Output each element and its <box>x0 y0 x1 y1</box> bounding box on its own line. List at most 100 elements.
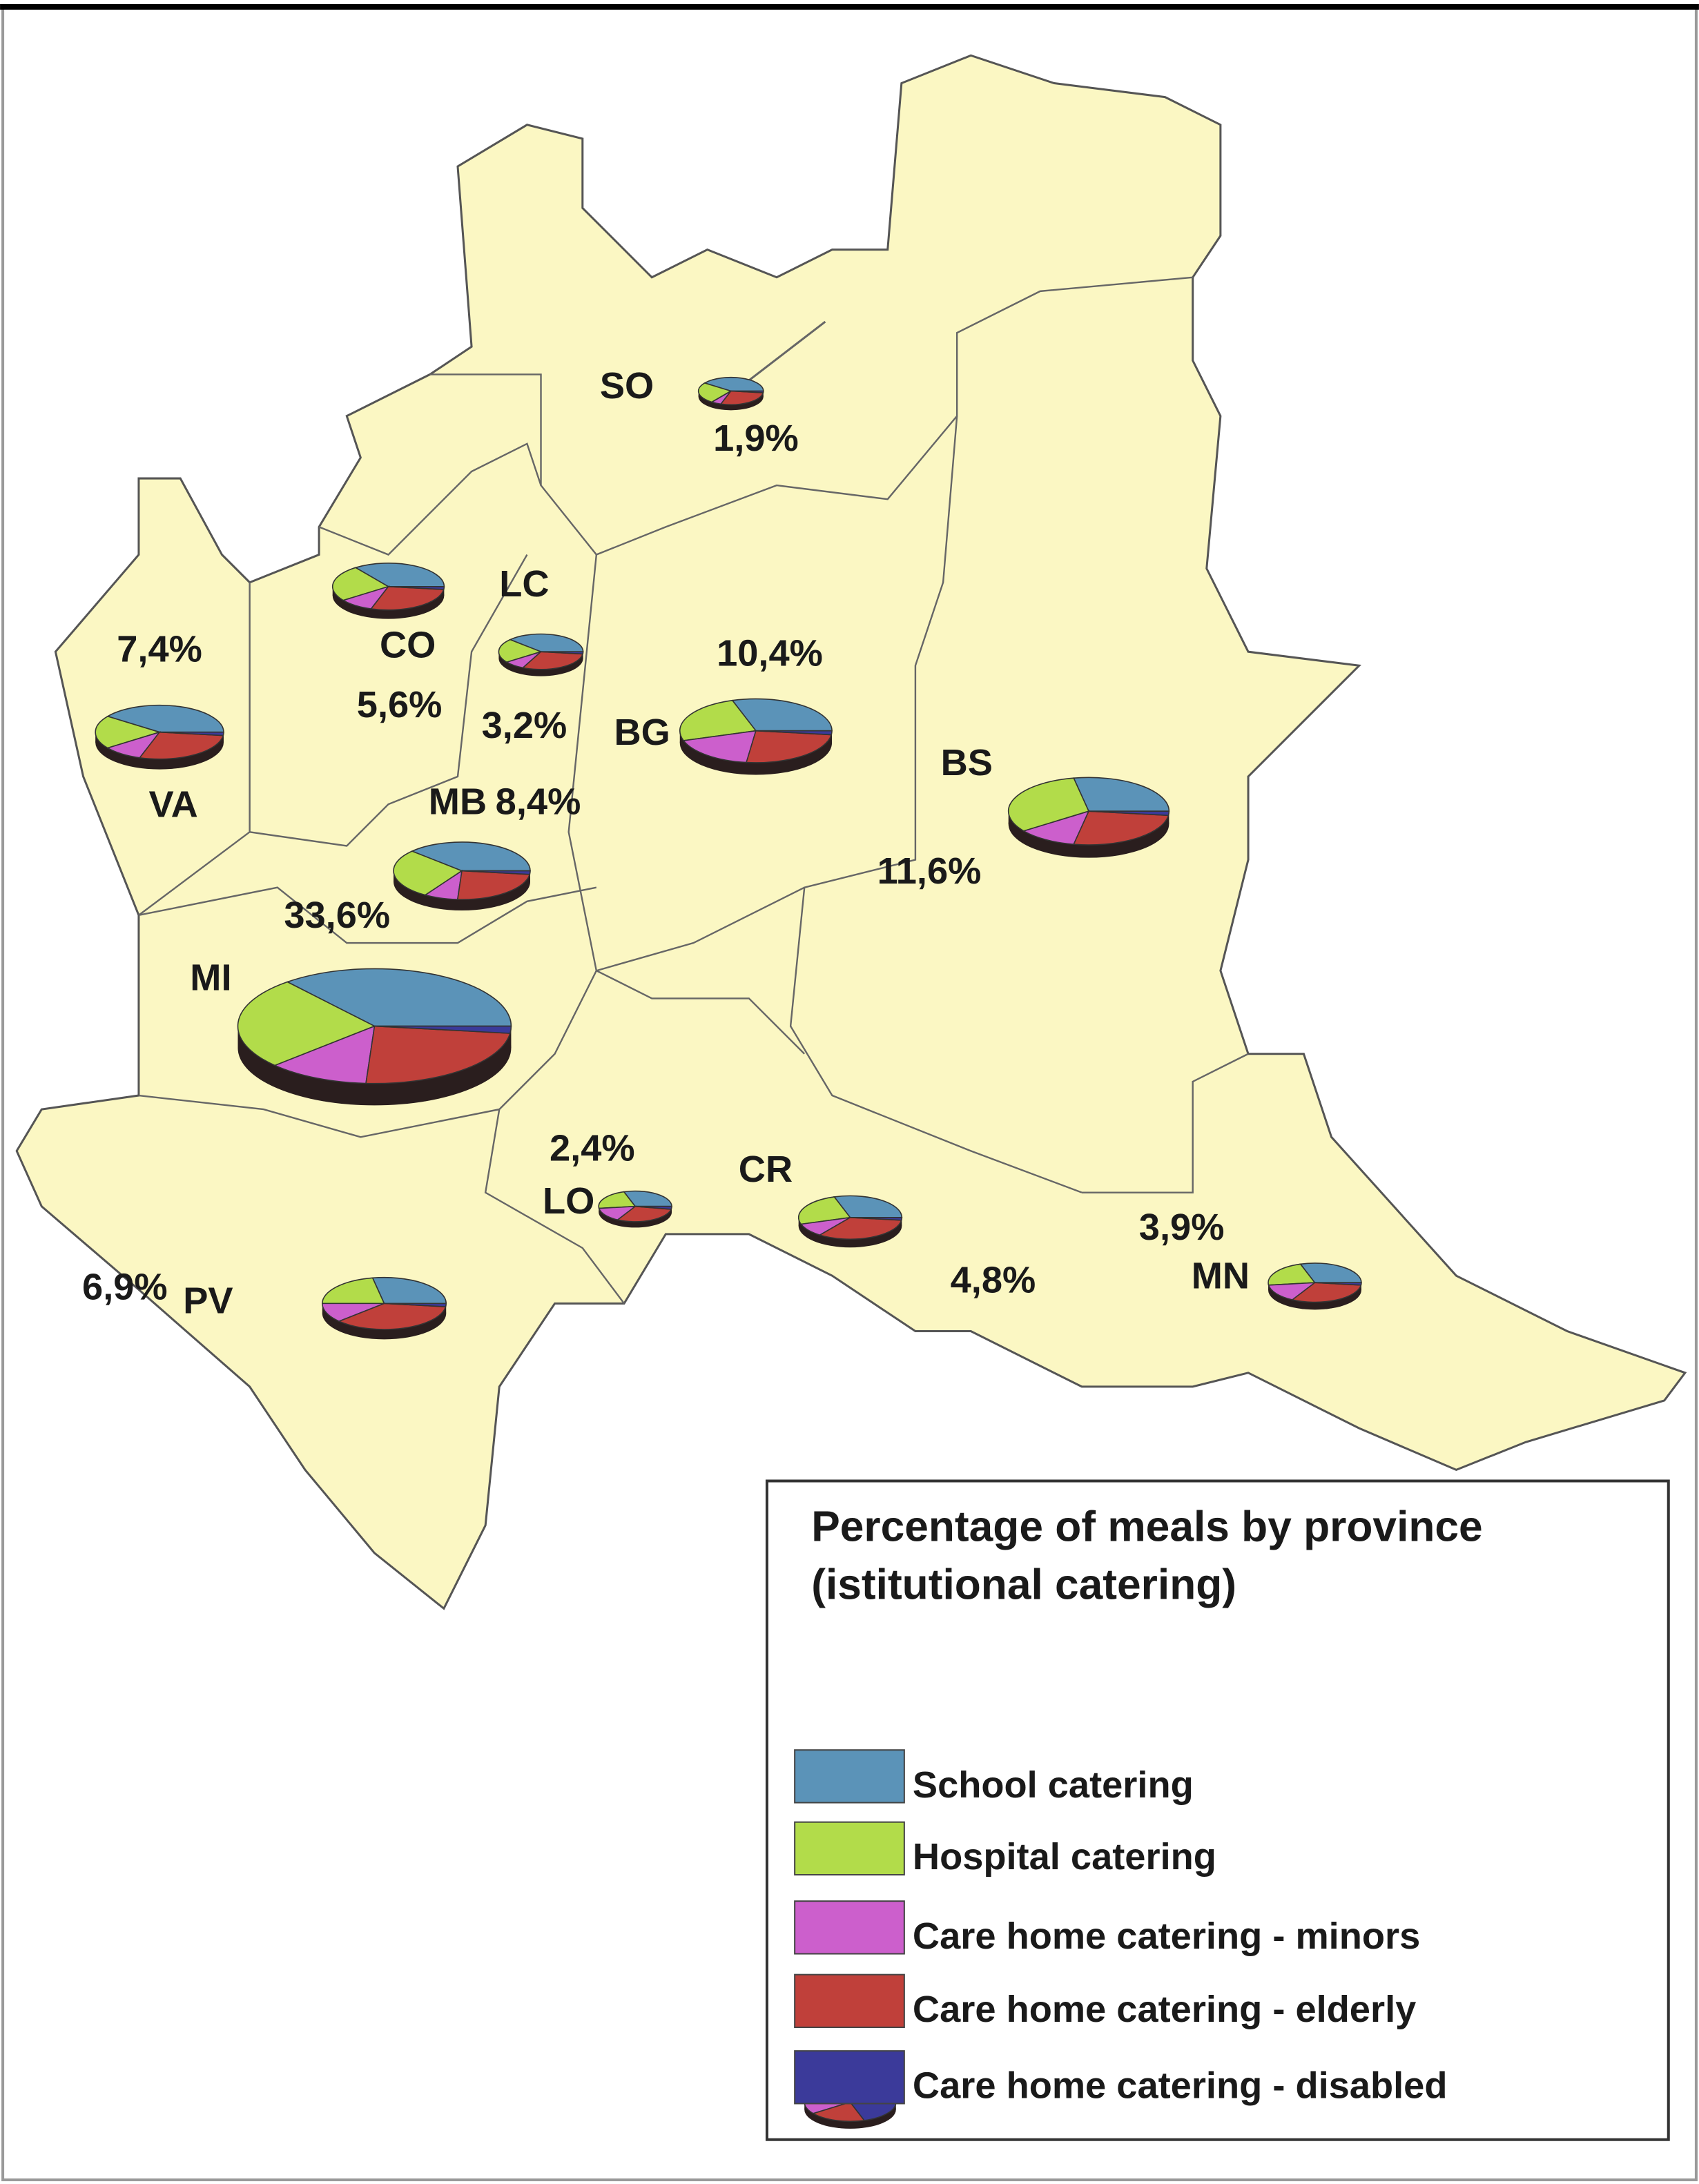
pie-slice <box>598 1191 637 1209</box>
pie-slice <box>273 1025 376 1084</box>
province-pie <box>331 563 445 619</box>
pie-slice <box>679 699 757 741</box>
pie-slice <box>541 651 584 655</box>
legend-label: Care home catering - elderly <box>913 1989 1416 2030</box>
province-pie <box>697 376 764 411</box>
province-name: MI <box>190 957 231 999</box>
province-share: 33,6% <box>284 895 390 936</box>
province-name: BS <box>941 742 993 783</box>
pie-slice <box>237 981 376 1066</box>
province-share: 1,9% <box>713 418 799 459</box>
province-share: 4,8% <box>951 1260 1036 1301</box>
province-pie <box>95 704 224 770</box>
region-outline <box>15 54 1687 1610</box>
province-share: 10,4% <box>717 633 823 674</box>
pie-slice <box>354 563 445 587</box>
pie-slice <box>106 704 224 733</box>
pie-slice <box>697 382 732 403</box>
pie-slice <box>338 1303 447 1330</box>
province-name: SO <box>600 365 654 407</box>
province-share: 2,4% <box>550 1128 635 1169</box>
pie-slice <box>374 1025 512 1034</box>
pie-slice <box>635 1205 672 1210</box>
province-name: LC <box>499 563 549 605</box>
legend-label: Care home catering - disabled <box>913 2065 1448 2107</box>
province-name: LO <box>543 1180 594 1222</box>
pie-slice <box>498 638 543 663</box>
pie-slice <box>138 731 224 760</box>
legend-box <box>765 1479 1670 2141</box>
pie-slice <box>1073 777 1170 812</box>
pie-slice <box>461 870 531 875</box>
province-pie <box>237 968 512 1106</box>
legend-title: (istitutional catering) <box>811 1561 1236 1609</box>
legend-swatch <box>794 1821 905 1876</box>
pie-slice <box>322 1277 385 1305</box>
pie-slice <box>616 1205 672 1222</box>
pie-slice <box>833 1195 903 1218</box>
pie-slice <box>371 1276 447 1305</box>
province-share: 7,4% <box>117 629 202 670</box>
pies <box>95 376 1362 1340</box>
province-share: 6,9% <box>82 1267 168 1308</box>
pie-slice <box>1007 777 1090 832</box>
pie-slice <box>1299 1262 1362 1284</box>
pie-slice <box>719 390 764 406</box>
legend-title: Percentage of meals by province <box>811 1503 1482 1550</box>
pie-slice <box>1268 1263 1317 1286</box>
legend: Percentage of meals by province (istitut… <box>765 1479 1670 2141</box>
province-name: CR <box>739 1149 793 1190</box>
legend-swatch <box>794 1749 905 1804</box>
labels: SO 1,9% CO 5,6% LC 3,2% VA 7,4% BG 10,4% BS 11,6% MB… <box>82 365 1250 1322</box>
province-pie <box>1268 1262 1362 1310</box>
province-share: 5,6% <box>357 684 443 725</box>
pie-slice <box>730 390 764 393</box>
pie-slice <box>731 698 833 732</box>
legend-label: Hospital catering <box>913 1836 1216 1878</box>
province-pie <box>322 1276 447 1340</box>
province-pie <box>679 698 833 775</box>
pie-slice <box>384 1303 447 1307</box>
pie-slice <box>331 567 390 601</box>
pie-slice <box>682 730 757 763</box>
province-name: VA <box>149 784 198 826</box>
pie-slice <box>797 1196 851 1225</box>
province-share: 3,9% <box>1139 1207 1225 1248</box>
province-share: 3,2% <box>482 705 567 746</box>
pie-slice <box>95 715 162 749</box>
province-name: CO <box>380 624 436 665</box>
province-pie <box>1007 777 1170 858</box>
legend-swatch <box>794 2050 905 2105</box>
legend-label: School catering <box>913 1764 1194 1806</box>
legend-items: School catering Hospital catering Care hom… <box>794 1749 1448 2129</box>
pie-slice <box>286 968 512 1027</box>
pie-slice <box>410 841 531 872</box>
legend-swatch <box>794 1973 905 2028</box>
pie-slice <box>388 585 445 590</box>
pie-slice <box>703 376 764 392</box>
pie-slice <box>521 651 584 670</box>
pie-slice <box>746 730 833 763</box>
pie-slice <box>365 1025 511 1084</box>
pie-slice <box>1314 1282 1362 1286</box>
pie-slice <box>1073 810 1169 846</box>
pie-slice <box>1022 810 1090 846</box>
pie-slice <box>1291 1282 1362 1303</box>
pie-slice <box>850 1217 903 1221</box>
pie-slice <box>508 633 584 652</box>
pie-slice <box>159 731 224 737</box>
province-pie <box>393 841 531 910</box>
province-pie <box>498 633 584 676</box>
province-name: PV <box>183 1280 233 1322</box>
pie-slice <box>1268 1282 1317 1300</box>
pie-slice <box>393 850 463 896</box>
pie-slice <box>623 1190 672 1207</box>
province-borders <box>138 276 1249 1305</box>
pie-slice <box>456 870 531 900</box>
province-share: 11,6% <box>877 850 982 892</box>
province-share: 8,4% <box>496 781 581 822</box>
province-name: BG <box>614 712 670 753</box>
legend-label: Care home catering - minors <box>913 1915 1420 1957</box>
legend-swatch <box>794 1900 905 1955</box>
